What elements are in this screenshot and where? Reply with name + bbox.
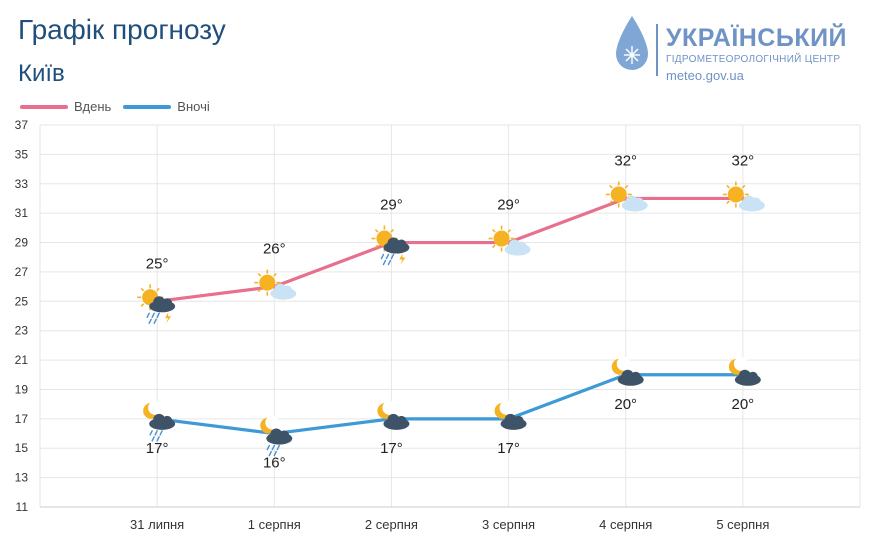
y-tick-label: 27 [15,265,29,279]
legend-label-night: Вночі [177,99,210,114]
y-tick-label: 13 [15,471,29,485]
night-temp-label: 16° [263,455,286,472]
day-temp-label: 29° [497,197,520,214]
day-temp-label: 25° [146,255,169,272]
logo-subtitle: ГІДРОМЕТЕОРОЛОГІЧНИЙ ЦЕНТР [666,54,841,65]
legend-swatch-night [123,104,172,109]
chart-title: Графік прогнозу [18,14,226,45]
legend-swatch-day [20,104,68,109]
legend-item-night[interactable]: Вночі [123,99,210,114]
night-temp-label: 20° [732,396,755,413]
legend: Вдень Вночі [20,99,222,114]
night-series-line [155,373,745,436]
y-tick-label: 37 [15,118,29,132]
logo-name: УКРАЇНСЬКИЙ [666,24,848,52]
x-tick-label: 1 серпня [248,517,301,532]
y-tick-label: 21 [15,353,29,367]
day-temp-label: 32° [614,152,637,169]
y-tick-label: 35 [15,147,29,161]
day-series-line [155,196,745,303]
night-temp-label: 17° [380,440,403,457]
logo-divider [656,24,658,76]
moon-cloud-icon [728,356,761,386]
day-temp-label: 29° [380,197,403,214]
day-temp-label: 26° [263,241,286,258]
y-tick-label: 31 [15,206,29,220]
x-tick-label: 3 серпня [482,517,535,532]
night-temp-label: 17° [497,440,520,457]
sun-cloud-icon [604,180,648,212]
logo-url[interactable]: meteo.gov.ua [666,68,744,83]
day-temp-label: 32° [732,152,755,169]
city-name: Київ [18,60,65,87]
x-tick-label: 31 липня [130,517,184,532]
moon-cloud-rain-icon [260,415,293,457]
y-tick-label: 17 [15,412,29,426]
night-temp-label: 20° [614,396,637,413]
x-tick-label: 4 серпня [599,517,652,532]
night-temp-label: 17° [146,440,169,457]
y-tick-label: 29 [15,236,29,250]
y-tick-label: 11 [16,500,29,514]
moon-cloud-icon [377,400,410,430]
moon-cloud-icon [611,356,644,386]
sun-cloud-icon [722,180,765,212]
y-tick-label: 33 [15,177,29,191]
water-drop-icon [616,16,648,70]
y-tick-label: 23 [15,324,29,338]
sun-cloud-thunder-rain-icon [136,283,176,325]
ukrhydromet-logo[interactable]: УКРАЇНСЬКИЙ ГІДРОМЕТЕОРОЛОГІЧНИЙ ЦЕНТР m… [612,14,862,84]
y-tick-label: 25 [15,294,29,308]
legend-item-day[interactable]: Вдень [20,99,111,114]
legend-label-day: Вдень [74,99,112,114]
moon-cloud-rain-icon [143,400,176,442]
sun-cloud-thunder-rain-icon [370,224,410,266]
x-tick-label: 5 серпня [716,517,769,532]
y-tick-label: 15 [15,441,29,455]
y-tick-label: 19 [15,382,29,396]
x-tick-label: 2 серпня [365,517,418,532]
